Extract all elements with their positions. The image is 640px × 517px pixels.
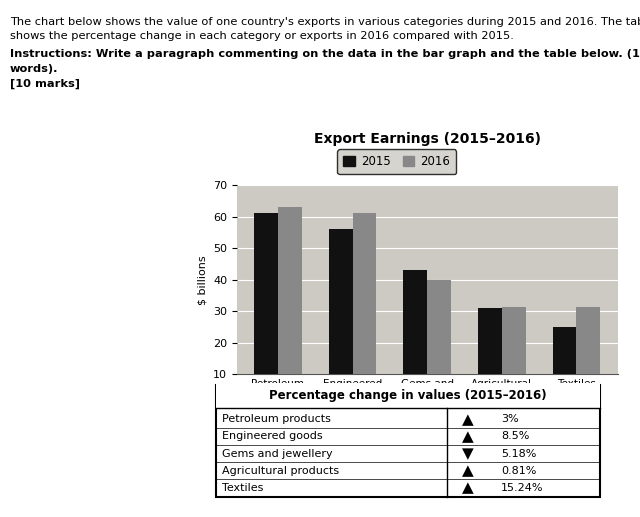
Text: 15.24%: 15.24% [501, 483, 543, 493]
Text: ▼: ▼ [462, 446, 474, 461]
FancyBboxPatch shape [216, 385, 600, 497]
Bar [254, 214, 278, 406]
Text: 8.5%: 8.5% [501, 432, 529, 442]
Text: The chart below shows the value of one country's exports in various categories d: The chart below shows the value of one c… [10, 17, 640, 26]
Legend: 2015, 2016: 2015, 2016 [337, 149, 456, 174]
Text: Engineered goods: Engineered goods [222, 432, 323, 442]
Text: Petroleum products: Petroleum products [222, 414, 331, 424]
X-axis label: Product Category: Product Category [366, 412, 488, 424]
Text: ▲: ▲ [462, 429, 474, 444]
Title: Export Earnings (2015–2016): Export Earnings (2015–2016) [314, 132, 541, 146]
Text: Gems and jewellery: Gems and jewellery [222, 449, 333, 459]
Text: ▲: ▲ [462, 463, 474, 478]
Bar [278, 207, 302, 406]
Bar [403, 270, 428, 406]
Y-axis label: $ billions: $ billions [197, 255, 207, 305]
Text: Percentage change in values (2015–2016): Percentage change in values (2015–2016) [269, 389, 547, 402]
Bar [478, 308, 502, 406]
Bar [428, 280, 451, 406]
Text: words).: words). [10, 64, 58, 73]
Text: ▲: ▲ [462, 480, 474, 495]
FancyBboxPatch shape [216, 383, 600, 408]
Text: [10 marks]: [10 marks] [10, 79, 79, 89]
Bar [502, 307, 525, 406]
Text: 5.18%: 5.18% [501, 449, 536, 459]
Bar [329, 229, 353, 406]
Bar [552, 327, 577, 406]
Text: shows the percentage change in each category or exports in 2016 compared with 20: shows the percentage change in each cate… [10, 31, 513, 41]
Bar [577, 307, 600, 406]
Text: Agricultural products: Agricultural products [222, 466, 339, 476]
Text: 0.81%: 0.81% [501, 466, 536, 476]
Text: ▲: ▲ [462, 412, 474, 427]
Text: Textiles: Textiles [222, 483, 264, 493]
Text: Instructions: Write a paragraph commenting on the data in the bar graph and the : Instructions: Write a paragraph commenti… [10, 49, 640, 59]
Text: 3%: 3% [501, 414, 518, 424]
Bar [353, 214, 376, 406]
